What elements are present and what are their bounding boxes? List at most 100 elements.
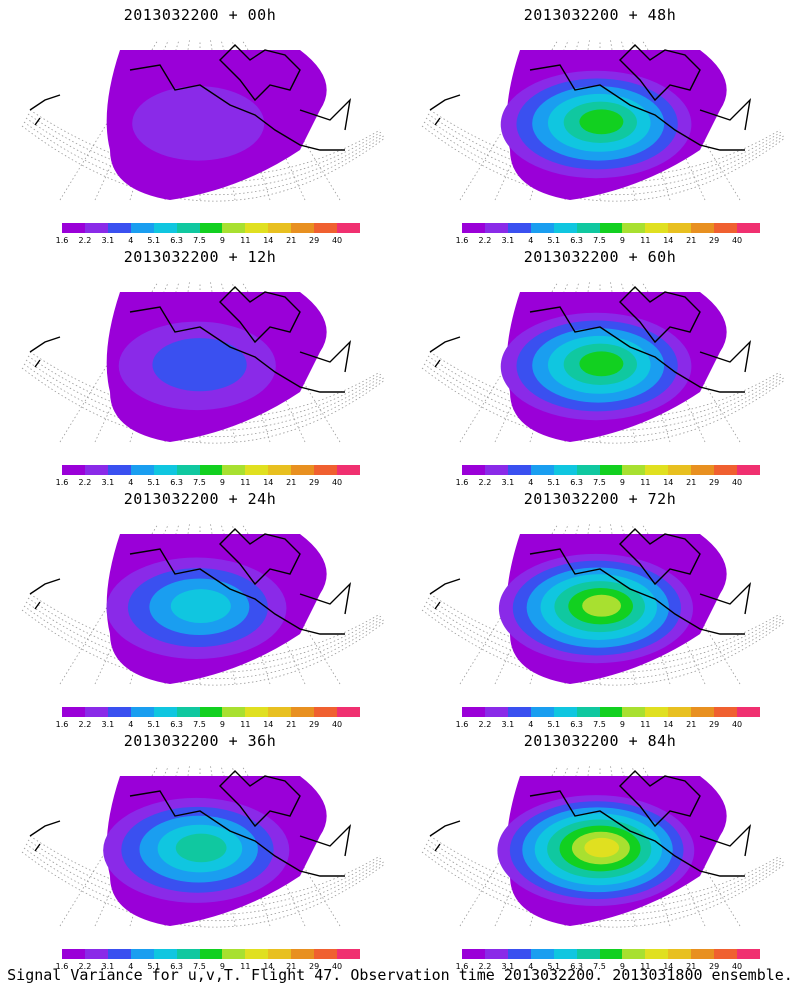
colorbar-tick-label: 1.6: [55, 962, 69, 971]
variance-map: [21, 765, 386, 928]
colorbar-tick-label: 9: [219, 720, 225, 729]
coastlines: [429, 44, 752, 151]
colorbar-ticks: 1.6 2.2 3.1 4 5.1 6.3 7.5 9 11 14 21 29 40: [456, 962, 760, 972]
colorbar-swatch: [737, 223, 760, 233]
variance-map: [421, 765, 786, 928]
colorbar-tick-label: 4: [528, 478, 534, 487]
colorbar-tick-label: 29: [309, 720, 320, 729]
colorbar-swatch: [314, 707, 338, 717]
colorbar-tick-label: 2.2: [78, 720, 92, 729]
colorbar-tick-label: 14: [263, 478, 274, 487]
colorbar-swatch: [222, 223, 246, 233]
colorbar-tick-label: 4: [128, 720, 134, 729]
colorbar-tick-label: 11: [640, 236, 651, 245]
colorbar-swatch: [622, 223, 646, 233]
colorbar-swatch: [222, 465, 246, 475]
colorbar-tick-label: 2.2: [478, 478, 492, 487]
colorbar-ticks: 1.6 2.2 3.1 4 5.1 6.3 7.5 9 11 14 21 29 40: [456, 720, 760, 730]
colorbar-tick-label: 6.3: [170, 478, 183, 487]
colorbar-tick-label: 7.5: [193, 720, 206, 729]
colorbar-tick-label: 5.1: [547, 962, 561, 971]
map-panel: 2013032200 + 48h 1.6 2.2 3.1 4 5.1 6.3 7.5 9 11 14…: [400, 0, 800, 248]
colorbar-ticks: 1.6 2.2 3.1 4 5.1 6.3 7.5 9 11 14 21 29 40: [56, 236, 360, 246]
colorbar-tick-label: 9: [219, 478, 225, 487]
colorbar-tick-label: 40: [331, 720, 343, 729]
colorbar-swatch: [599, 223, 623, 233]
colorbar-tick-label: 5.1: [147, 478, 161, 487]
map-panel: 2013032200 + 60h 1.6 2.2 3.1 4 5.1 6.3 7.5 9 11 14…: [400, 242, 800, 490]
colorbar-swatch: [737, 949, 760, 959]
colorbar-swatch: [599, 949, 623, 959]
colorbar-tick-label: 5.1: [147, 236, 161, 245]
colorbar-tick-label: 3.1: [501, 236, 515, 245]
colorbar-tick-label: 6.3: [170, 720, 183, 729]
colorbar-swatch: [645, 223, 669, 233]
colorbar-tick-label: 11: [240, 962, 251, 971]
colorbar-tick-label: 2.2: [478, 962, 492, 971]
colorbar-swatch: [222, 707, 246, 717]
colorbar-tick-label: 1.6: [55, 720, 69, 729]
colorbar-swatch: [291, 223, 315, 233]
colorbar-swatch: [337, 949, 360, 959]
colorbar-swatch: [245, 949, 269, 959]
colorbar-tick-label: 5.1: [547, 236, 561, 245]
colorbar-swatch: [645, 949, 669, 959]
colorbar-swatch: [222, 949, 246, 959]
colorbar-tick-label: 4: [528, 720, 534, 729]
colorbar-tick-label: 7.5: [193, 962, 206, 971]
colorbar-tick-label: 29: [709, 720, 720, 729]
colorbar-swatch: [484, 465, 508, 475]
colorbar-ticks: 1.6 2.2 3.1 4 5.1 6.3 7.5 9 11 14 21 29 40: [456, 236, 760, 246]
colorbar-tick-label: 9: [619, 962, 625, 971]
panel-title: 2013032200 + 72h: [523, 490, 677, 508]
colorbar-swatch: [62, 465, 85, 475]
colorbar-tick-label: 9: [219, 236, 225, 245]
colorbar-swatch: [199, 465, 223, 475]
colorbar-tick-label: 21: [286, 478, 297, 487]
figure-caption: Signal Variance for u,v,T. Flight 47. Ob…: [7, 966, 793, 984]
colorbar: [462, 223, 760, 233]
colorbar-swatch: [62, 707, 85, 717]
colorbar-swatch: [245, 223, 269, 233]
colorbar-tick-label: 1.6: [455, 962, 469, 971]
coastlines: [29, 44, 352, 151]
colorbar-tick-label: 9: [219, 962, 225, 971]
colorbar-tick-label: 21: [686, 962, 697, 971]
colorbar-tick-label: 3.1: [101, 236, 115, 245]
colorbar-tick-label: 14: [663, 236, 674, 245]
variance-map: [421, 523, 786, 686]
colorbar-tick-label: 11: [240, 478, 251, 487]
colorbar-tick-label: 1.6: [455, 720, 469, 729]
colorbar-swatch: [576, 707, 600, 717]
colorbar-tick-label: 21: [286, 236, 297, 245]
colorbar-tick-label: 3.1: [101, 478, 115, 487]
variance-field: [106, 534, 327, 684]
variance-field: [103, 776, 327, 926]
variance-field: [500, 50, 727, 200]
colorbar-swatch: [130, 707, 154, 717]
colorbar-swatch: [245, 465, 269, 475]
colorbar-tick-label: 29: [709, 962, 720, 971]
colorbar-tick-label: 6.3: [570, 236, 583, 245]
colorbar-tick-label: 5.1: [547, 478, 561, 487]
colorbar-swatch: [314, 465, 338, 475]
colorbar-swatch: [153, 707, 177, 717]
colorbar-tick-label: 4: [128, 236, 134, 245]
coastlines: [429, 286, 752, 393]
colorbar-tick-label: 21: [686, 236, 697, 245]
colorbar-swatch: [130, 465, 154, 475]
colorbar-swatch: [268, 465, 292, 475]
colorbar-tick-label: 2.2: [478, 236, 492, 245]
colorbar-ticks: 1.6 2.2 3.1 4 5.1 6.3 7.5 9 11 14 21 29 40: [56, 478, 360, 488]
colorbar-swatch: [691, 707, 715, 717]
colorbar-tick-label: 29: [309, 962, 320, 971]
colorbar-swatch: [314, 949, 338, 959]
panel-title: 2013032200 + 00h: [123, 6, 277, 24]
colorbar-swatch: [153, 223, 177, 233]
colorbar-tick-label: 29: [309, 478, 320, 487]
colorbar-swatch: [484, 707, 508, 717]
colorbar-tick-label: 7.5: [193, 478, 206, 487]
colorbar-swatch: [337, 465, 360, 475]
colorbar-swatch: [130, 949, 154, 959]
colorbar-swatch: [462, 465, 485, 475]
